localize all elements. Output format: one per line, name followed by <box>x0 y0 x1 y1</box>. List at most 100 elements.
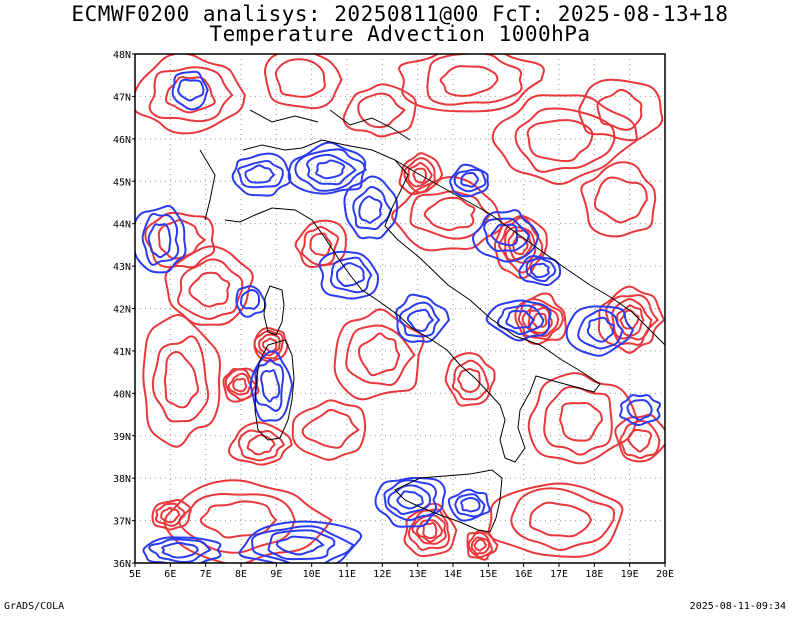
lon-tick-label: 19E <box>621 569 639 580</box>
contour-line <box>301 226 340 267</box>
lon-tick-label: 18E <box>585 569 603 580</box>
contour-line <box>135 205 187 274</box>
contour-line <box>358 195 383 224</box>
contour-line <box>439 65 499 97</box>
lat-tick-label: 41N <box>113 347 131 358</box>
lon-tick-label: 9E <box>270 569 282 580</box>
lat-tick-label: 37N <box>113 517 131 528</box>
contour-line <box>451 359 490 401</box>
contour-line <box>395 293 450 343</box>
contour-line <box>470 536 491 555</box>
contour-line <box>237 429 286 462</box>
lon-tick-label: 15E <box>479 569 497 580</box>
lat-tick-label: 48N <box>113 50 131 61</box>
contour-line <box>144 211 216 269</box>
contour-line <box>449 163 490 198</box>
contour-line <box>473 538 487 552</box>
contour-line <box>403 502 458 558</box>
contour-line <box>528 501 593 538</box>
timestamp: 2025-08-11-09:34 <box>689 601 786 612</box>
contour-line <box>457 368 481 393</box>
contour-line <box>357 92 406 129</box>
contour-line <box>244 164 276 184</box>
contour-line <box>274 58 326 98</box>
lon-tick-label: 7E <box>200 569 212 580</box>
contour-line <box>396 490 424 510</box>
contour-line <box>398 152 444 196</box>
contour-line <box>565 305 635 357</box>
lon-tick-label: 6E <box>164 569 176 580</box>
coastlines-and-borders <box>199 109 665 533</box>
contour-line <box>235 285 267 318</box>
axis-ticks <box>132 53 666 567</box>
lon-tick-label: 17E <box>550 569 568 580</box>
contour-line <box>161 541 199 559</box>
contour-line <box>227 372 252 396</box>
contour-line <box>151 335 210 423</box>
contour-line <box>142 536 222 563</box>
contour-line <box>422 522 438 540</box>
contour-line <box>249 350 294 422</box>
longitude-labels: 5E 6E 7E 8E 9E 10E 11E 12E 13E 14E 15E 16E 17E 18E 19E… <box>129 569 674 580</box>
contour-line <box>416 519 444 543</box>
contour-line <box>239 289 260 310</box>
contour-line <box>151 498 192 531</box>
lon-tick-label: 12E <box>373 569 391 580</box>
contour-line <box>160 506 181 524</box>
contour-line <box>383 479 438 522</box>
contour-line <box>291 399 366 461</box>
contour-line <box>466 529 499 561</box>
lat-tick-label: 46N <box>113 135 131 146</box>
contour-line <box>514 292 567 345</box>
lat-tick-label: 47N <box>113 92 131 103</box>
contour-line <box>343 175 399 240</box>
contour-line <box>224 368 258 401</box>
contour-line <box>580 161 657 238</box>
contour-line <box>251 525 355 563</box>
contour-line <box>333 308 425 401</box>
contour-line <box>315 159 346 180</box>
lon-tick-label: 16E <box>515 569 533 580</box>
contour-line <box>398 301 441 338</box>
contour-line <box>593 176 648 224</box>
contour-line <box>423 196 476 232</box>
contour-line <box>177 78 205 102</box>
contour-line <box>525 257 557 283</box>
contour-line <box>171 70 209 111</box>
contour-line <box>264 54 343 110</box>
lon-tick-label: 5E <box>129 569 141 580</box>
contour-line <box>577 308 624 350</box>
contour-line <box>391 176 503 252</box>
lat-tick-label: 38N <box>113 474 131 485</box>
contour-line <box>387 484 432 515</box>
contour-line <box>487 482 624 558</box>
contour-line <box>403 157 436 194</box>
contour-line <box>627 428 653 453</box>
lat-tick-label: 36N <box>113 559 131 570</box>
contour-line <box>188 271 231 308</box>
contour-line <box>529 262 550 279</box>
lat-tick-label: 40N <box>113 389 131 400</box>
contour-line <box>246 434 276 456</box>
contour-line <box>147 223 172 259</box>
contour-line <box>335 262 365 288</box>
warm-advection-contours <box>135 54 665 563</box>
contour-line <box>505 310 535 330</box>
contour-line <box>526 119 594 163</box>
contour-line <box>619 394 662 426</box>
contour-line <box>490 223 519 247</box>
cold-advection-contours <box>135 70 662 563</box>
contour-line <box>467 531 493 559</box>
contour-line <box>453 168 487 193</box>
contour-line <box>318 250 379 300</box>
chart-title: ECMWF0200 analisys: 20250811@00 FcT: 202… <box>71 2 729 26</box>
lat-tick-label: 45N <box>113 177 131 188</box>
contour-line <box>228 421 293 466</box>
contour-line <box>407 162 433 188</box>
lat-tick-label: 42N <box>113 305 131 316</box>
contour-line <box>504 226 537 264</box>
contour-line <box>267 529 336 561</box>
contour-line <box>301 408 360 449</box>
contour-line <box>411 514 447 545</box>
